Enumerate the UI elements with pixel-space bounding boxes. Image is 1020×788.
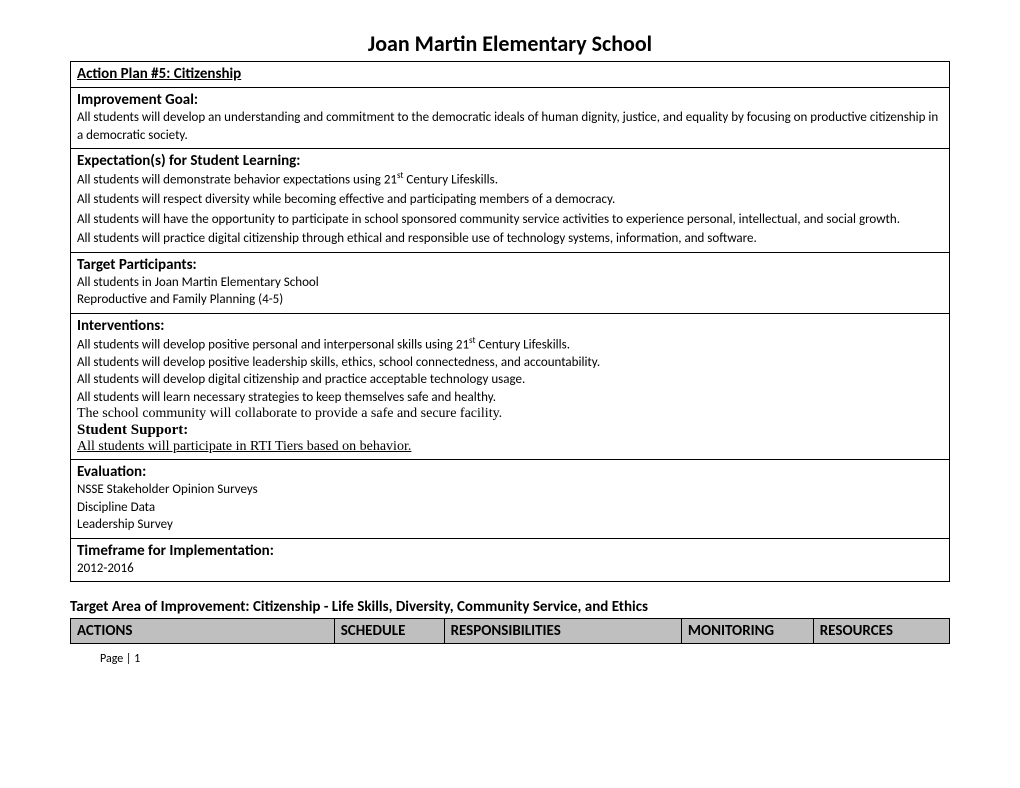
interventions-header: Interventions:	[77, 317, 943, 335]
expectations-line4: All students will practice digital citiz…	[77, 230, 943, 248]
evaluation-line1: NSSE Stakeholder Opinion Surveys	[77, 481, 943, 499]
target-area-heading: Target Area of Improvement: Citizenship …	[70, 598, 950, 616]
target-participants-line2: Reproductive and Family Planning (4-5)	[77, 291, 943, 309]
evaluation-header: Evaluation:	[77, 463, 943, 481]
improvement-goal-body: All students will develop an understandi…	[77, 109, 943, 144]
main-table: Action Plan #5: Citizenship Improvement …	[70, 61, 950, 582]
interventions-line2: All students will develop positive leade…	[77, 354, 943, 372]
interventions-line1: All students will develop positive perso…	[77, 335, 943, 354]
target-participants-header: Target Participants:	[77, 256, 943, 274]
evaluation-cell: Evaluation: NSSE Stakeholder Opinion Sur…	[71, 460, 950, 539]
student-support-header: Student Support:	[77, 422, 943, 439]
col-responsibilities: RESPONSIBILITIES	[444, 619, 681, 644]
expectations-header: Expectation(s) for Student Learning:	[77, 152, 943, 170]
evaluation-line2: Discipline Data	[77, 499, 943, 517]
interventions-line3: All students will develop digital citize…	[77, 371, 943, 389]
action-plan-cell: Action Plan #5: Citizenship	[71, 62, 950, 88]
evaluation-line3: Leadership Survey	[77, 516, 943, 534]
action-plan-header: Action Plan #5: Citizenship	[77, 65, 241, 83]
col-actions: ACTIONS	[71, 619, 335, 644]
target-participants-cell: Target Participants: All students in Joa…	[71, 252, 950, 313]
timeframe-header: Timeframe for Implementation:	[77, 542, 943, 560]
improvement-goal-header: Improvement Goal:	[77, 91, 943, 109]
improvement-goal-cell: Improvement Goal: All students will deve…	[71, 88, 950, 149]
timeframe-cell: Timeframe for Implementation: 2012-2016	[71, 538, 950, 582]
col-resources: RESOURCES	[813, 619, 949, 644]
col-schedule: SCHEDULE	[334, 619, 444, 644]
expectations-cell: Expectation(s) for Student Learning: All…	[71, 149, 950, 253]
interventions-line5: The school community will collaborate to…	[77, 406, 943, 422]
page-footer: Page | 1	[100, 652, 950, 666]
target-participants-line1: All students in Joan Martin Elementary S…	[77, 274, 943, 292]
interventions-cell: Interventions: All students will develop…	[71, 313, 950, 460]
expectations-line3: All students will have the opportunity t…	[77, 211, 943, 229]
col-monitoring: MONITORING	[681, 619, 813, 644]
timeframe-body: 2012-2016	[77, 560, 943, 578]
expectations-line1: All students will demonstrate behavior e…	[77, 170, 943, 189]
student-support-line: All students will participate in RTI Tie…	[77, 439, 943, 455]
page-title: Joan Martin Elementary School	[70, 30, 950, 57]
interventions-line4: All students will learn necessary strate…	[77, 389, 943, 407]
columns-table: ACTIONS SCHEDULE RESPONSIBILITIES MONITO…	[70, 618, 950, 644]
expectations-line2: All students will respect diversity whil…	[77, 191, 943, 209]
